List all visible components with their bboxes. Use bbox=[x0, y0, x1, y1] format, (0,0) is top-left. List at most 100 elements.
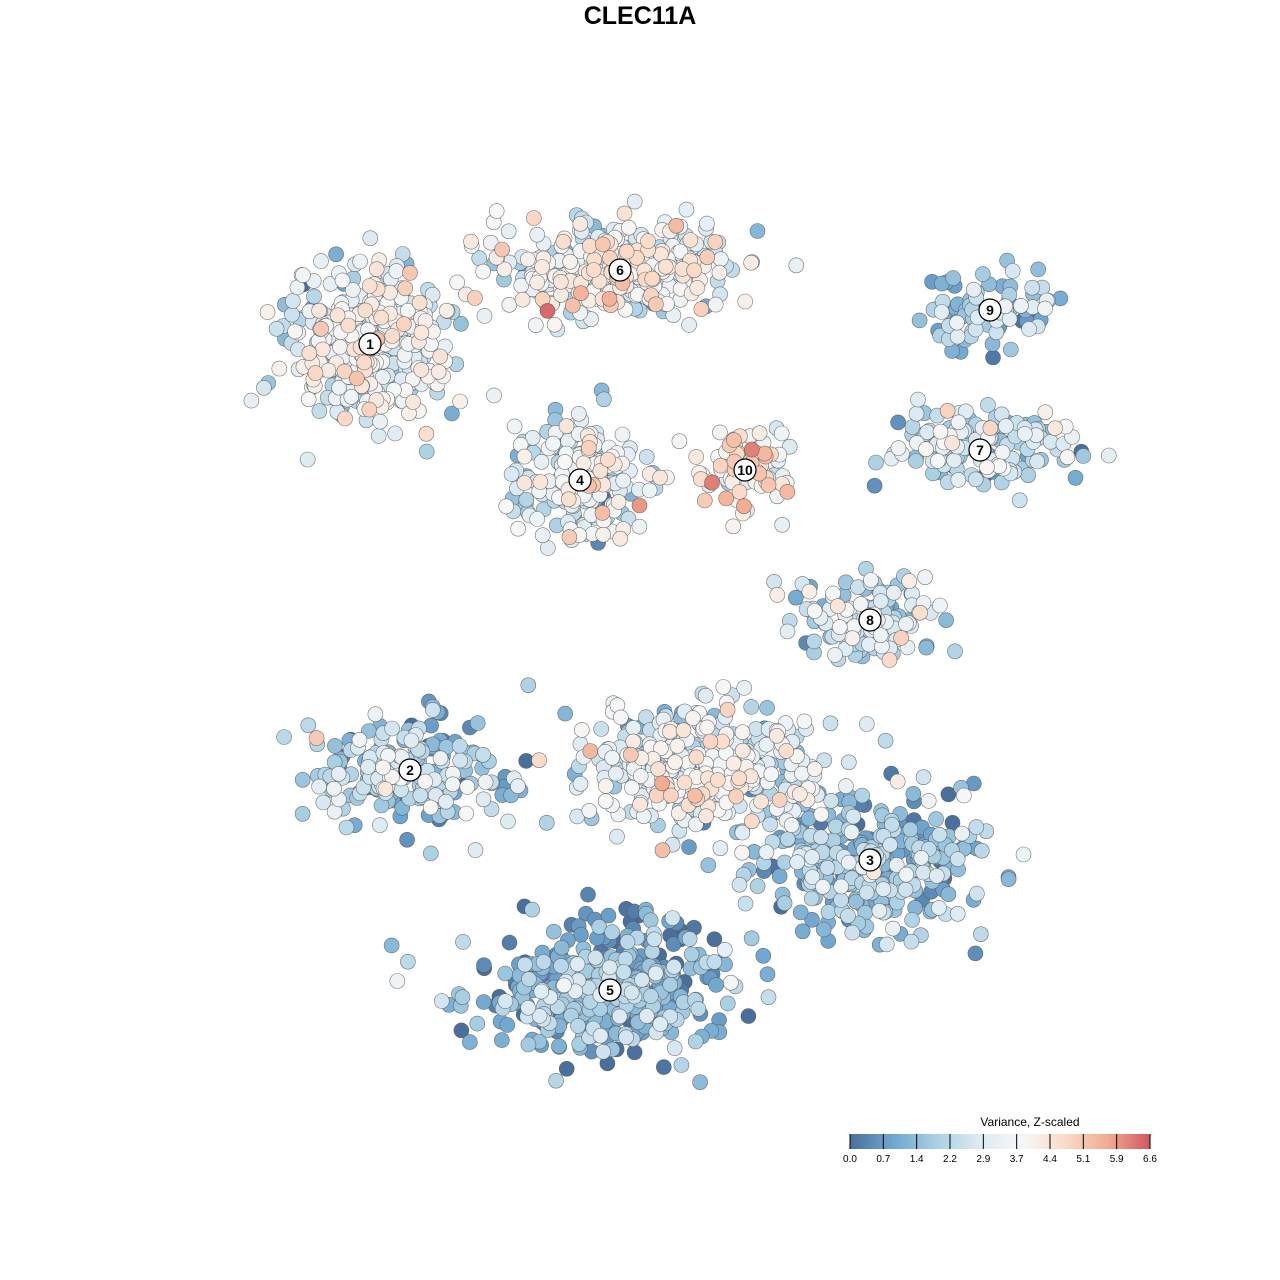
data-point bbox=[779, 831, 796, 848]
svg-text:9: 9 bbox=[986, 302, 994, 318]
data-point bbox=[326, 780, 342, 797]
data-point bbox=[534, 259, 550, 275]
legend-tick-label: 0.7 bbox=[876, 1154, 891, 1165]
cluster-labels: 1 6 4 10 9 7 8 2 3 5 bbox=[358, 258, 1002, 1002]
data-point bbox=[453, 315, 469, 332]
data-point bbox=[271, 360, 288, 377]
data-point bbox=[604, 924, 620, 940]
data-point bbox=[538, 814, 555, 831]
data-point bbox=[760, 989, 777, 1006]
data-point bbox=[618, 1029, 634, 1046]
data-point bbox=[622, 746, 639, 763]
data-point bbox=[776, 895, 793, 912]
data-point bbox=[493, 1032, 510, 1048]
data-point bbox=[787, 589, 804, 606]
data-point bbox=[594, 236, 611, 253]
data-point bbox=[594, 505, 611, 521]
data-point bbox=[361, 401, 378, 418]
data-point bbox=[939, 402, 956, 419]
data-point bbox=[548, 1072, 564, 1089]
data-point bbox=[697, 687, 714, 704]
data-point bbox=[334, 272, 351, 289]
data-point bbox=[500, 223, 517, 240]
data-point bbox=[545, 923, 562, 940]
data-point bbox=[463, 233, 479, 250]
data-point bbox=[403, 732, 420, 749]
data-point bbox=[843, 824, 860, 840]
cluster-label-2: 2 bbox=[398, 758, 422, 782]
data-point bbox=[931, 900, 947, 916]
data-point bbox=[699, 719, 715, 736]
data-point bbox=[890, 414, 906, 431]
data-point bbox=[510, 778, 526, 795]
data-point bbox=[1047, 420, 1063, 437]
legend-tick-label: 1.4 bbox=[909, 1154, 924, 1165]
data-point bbox=[823, 792, 840, 809]
data-point bbox=[615, 964, 632, 980]
data-point bbox=[715, 679, 732, 695]
data-point bbox=[596, 391, 612, 408]
data-point bbox=[617, 951, 634, 967]
data-point bbox=[827, 818, 844, 835]
data-point bbox=[517, 956, 533, 973]
data-point bbox=[774, 516, 791, 533]
data-point bbox=[949, 314, 965, 331]
data-point bbox=[600, 451, 616, 468]
data-point bbox=[985, 349, 1001, 366]
data-point bbox=[469, 715, 486, 731]
data-point bbox=[306, 288, 322, 305]
data-point bbox=[664, 910, 681, 926]
data-point bbox=[731, 770, 747, 787]
data-point bbox=[771, 792, 788, 808]
data-point bbox=[668, 217, 685, 234]
data-point bbox=[1029, 453, 1045, 470]
data-point bbox=[662, 976, 679, 993]
data-point bbox=[389, 973, 406, 989]
data-point bbox=[615, 472, 632, 489]
data-point bbox=[276, 729, 292, 745]
data-point bbox=[311, 778, 327, 795]
data-point bbox=[700, 857, 717, 874]
data-point bbox=[753, 793, 769, 810]
data-point bbox=[885, 920, 901, 937]
data-point bbox=[506, 418, 523, 435]
data-point bbox=[743, 813, 760, 830]
data-point bbox=[967, 471, 984, 488]
data-point bbox=[514, 291, 531, 308]
data-point bbox=[581, 802, 598, 819]
data-point bbox=[736, 680, 753, 696]
data-point bbox=[1017, 426, 1033, 442]
data-point bbox=[844, 924, 861, 941]
data-point bbox=[623, 984, 640, 1001]
data-point bbox=[933, 304, 950, 320]
data-point bbox=[458, 805, 475, 822]
data-point bbox=[872, 627, 889, 644]
data-point bbox=[372, 413, 388, 430]
data-point bbox=[503, 466, 520, 482]
data-point bbox=[451, 738, 468, 754]
data-point bbox=[820, 904, 837, 920]
data-point bbox=[475, 791, 492, 808]
data-point bbox=[632, 768, 649, 784]
data-point bbox=[911, 312, 928, 329]
data-point bbox=[640, 233, 656, 249]
data-point bbox=[662, 723, 678, 740]
data-point bbox=[287, 323, 303, 340]
data-point bbox=[881, 652, 898, 668]
data-point bbox=[766, 573, 782, 590]
data-point bbox=[337, 410, 353, 427]
data-point bbox=[570, 405, 587, 422]
data-point bbox=[367, 706, 384, 723]
data-point bbox=[638, 1008, 655, 1024]
data-point bbox=[519, 251, 536, 268]
data-point bbox=[998, 418, 1014, 434]
data-point bbox=[497, 965, 514, 982]
data-point bbox=[402, 265, 418, 281]
data-point bbox=[968, 819, 985, 835]
data-point bbox=[438, 793, 454, 810]
data-point bbox=[632, 796, 648, 813]
data-point bbox=[609, 828, 625, 845]
data-point bbox=[557, 705, 574, 722]
legend-title: Variance, Z-scaled bbox=[980, 1115, 1080, 1129]
data-point bbox=[469, 1015, 486, 1032]
